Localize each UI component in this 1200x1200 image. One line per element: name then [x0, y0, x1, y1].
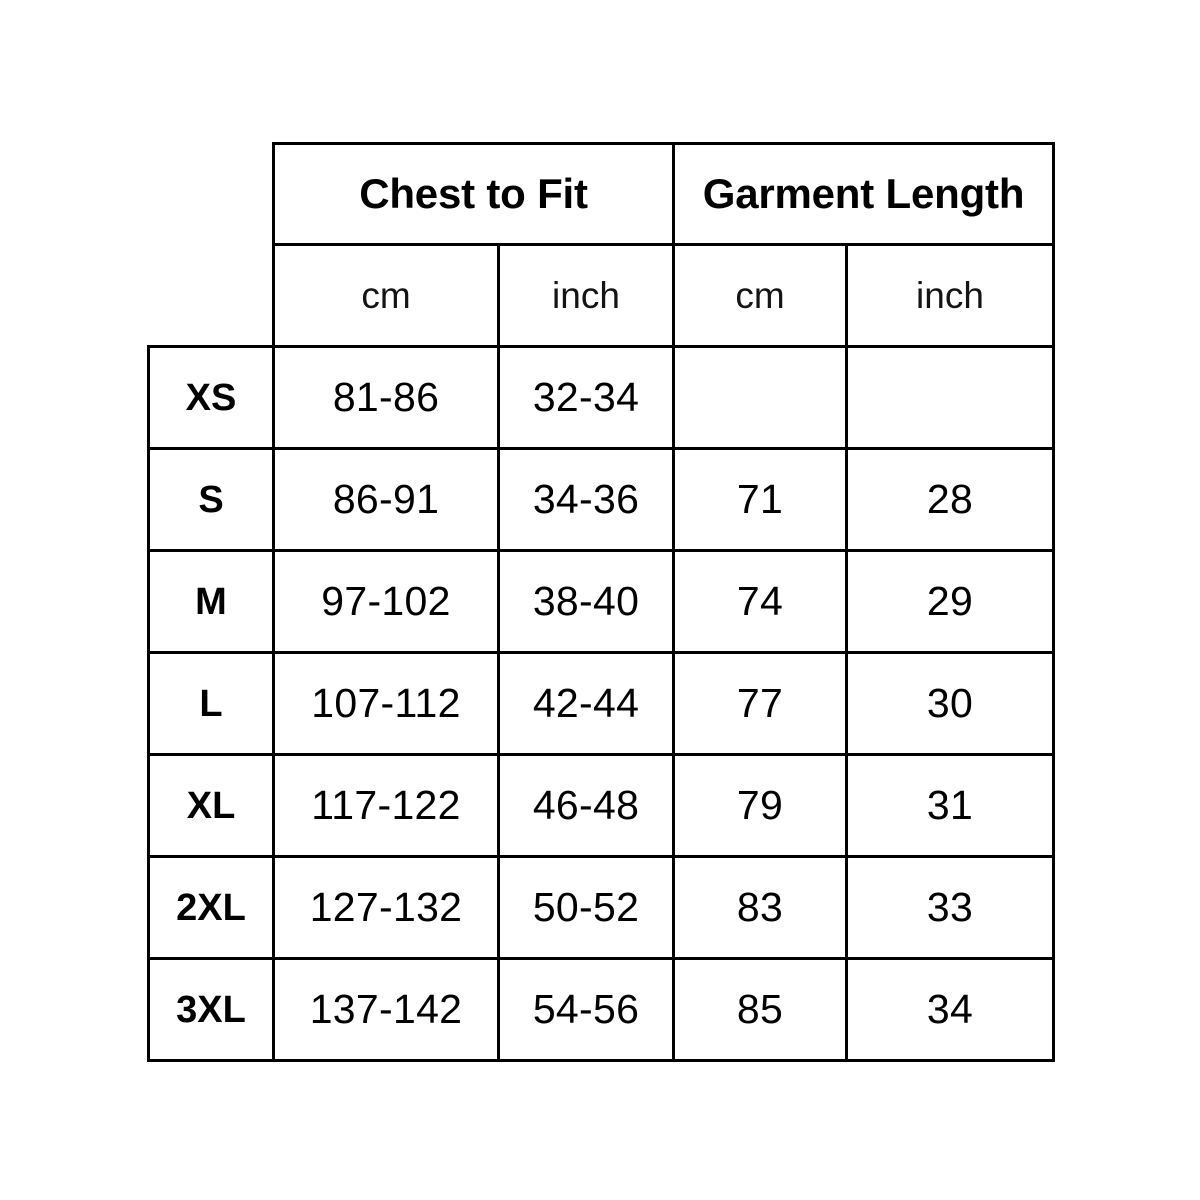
- cell-length-cm: 74: [672, 549, 848, 654]
- row-size-label: XS: [147, 345, 275, 450]
- size-chart-table: Chest to Fit Garment Length cm inch cm i…: [147, 142, 1055, 1062]
- cell-length-inch: 34: [845, 957, 1055, 1062]
- unit-header-chest-inch: inch: [497, 243, 675, 348]
- table-row: M 97-102 38-40 74 29: [147, 549, 1055, 654]
- cell-chest-cm: 81-86: [272, 345, 500, 450]
- cell-chest-cm: 137-142: [272, 957, 500, 1062]
- table-row: 3XL 137-142 54-56 85 34: [147, 957, 1055, 1062]
- row-size-label: 3XL: [147, 957, 275, 1062]
- row-size-label: L: [147, 651, 275, 756]
- cell-length-cm: 85: [672, 957, 848, 1062]
- row-size-label: 2XL: [147, 855, 275, 960]
- row-size-label: XL: [147, 753, 275, 858]
- cell-chest-cm: 86-91: [272, 447, 500, 552]
- cell-length-inch: 33: [845, 855, 1055, 960]
- unit-header-length-cm: cm: [672, 243, 848, 348]
- table-row: XL 117-122 46-48 79 31: [147, 753, 1055, 858]
- cell-length-inch: 31: [845, 753, 1055, 858]
- cell-length-cm: 79: [672, 753, 848, 858]
- cell-chest-inch: 32-34: [497, 345, 675, 450]
- cell-length-inch: [845, 345, 1055, 450]
- cell-length-cm: 83: [672, 855, 848, 960]
- cell-chest-inch: 54-56: [497, 957, 675, 1062]
- unit-header-length-inch: inch: [845, 243, 1055, 348]
- group-header-row: Chest to Fit Garment Length: [148, 142, 1055, 246]
- unit-header-chest-cm: cm: [272, 243, 500, 348]
- cell-length-inch: 28: [845, 447, 1055, 552]
- cell-length-inch: 30: [845, 651, 1055, 756]
- table-row: L 107-112 42-44 77 30: [147, 651, 1055, 756]
- cell-chest-inch: 34-36: [497, 447, 675, 552]
- corner-blank-cell: [148, 143, 274, 245]
- cell-chest-inch: 38-40: [497, 549, 675, 654]
- cell-length-cm: 77: [672, 651, 848, 756]
- cell-length-inch: 29: [845, 549, 1055, 654]
- group-header-garment-length: Garment Length: [672, 142, 1055, 246]
- cell-chest-cm: 127-132: [272, 855, 500, 960]
- cell-length-cm: 71: [672, 447, 848, 552]
- cell-chest-inch: 50-52: [497, 855, 675, 960]
- table-row: XS 81-86 32-34: [147, 345, 1055, 450]
- cell-chest-inch: 46-48: [497, 753, 675, 858]
- cell-chest-inch: 42-44: [497, 651, 675, 756]
- row-size-label: S: [147, 447, 275, 552]
- cell-chest-cm: 97-102: [272, 549, 500, 654]
- group-header-chest-to-fit: Chest to Fit: [272, 142, 675, 246]
- cell-length-cm: [672, 345, 848, 450]
- corner-blank-cell-2: [148, 244, 274, 347]
- row-size-label: M: [147, 549, 275, 654]
- cell-chest-cm: 117-122: [272, 753, 500, 858]
- table-row: S 86-91 34-36 71 28: [147, 447, 1055, 552]
- cell-chest-cm: 107-112: [272, 651, 500, 756]
- unit-header-row: cm inch cm inch: [148, 243, 1055, 348]
- table-row: 2XL 127-132 50-52 83 33: [147, 855, 1055, 960]
